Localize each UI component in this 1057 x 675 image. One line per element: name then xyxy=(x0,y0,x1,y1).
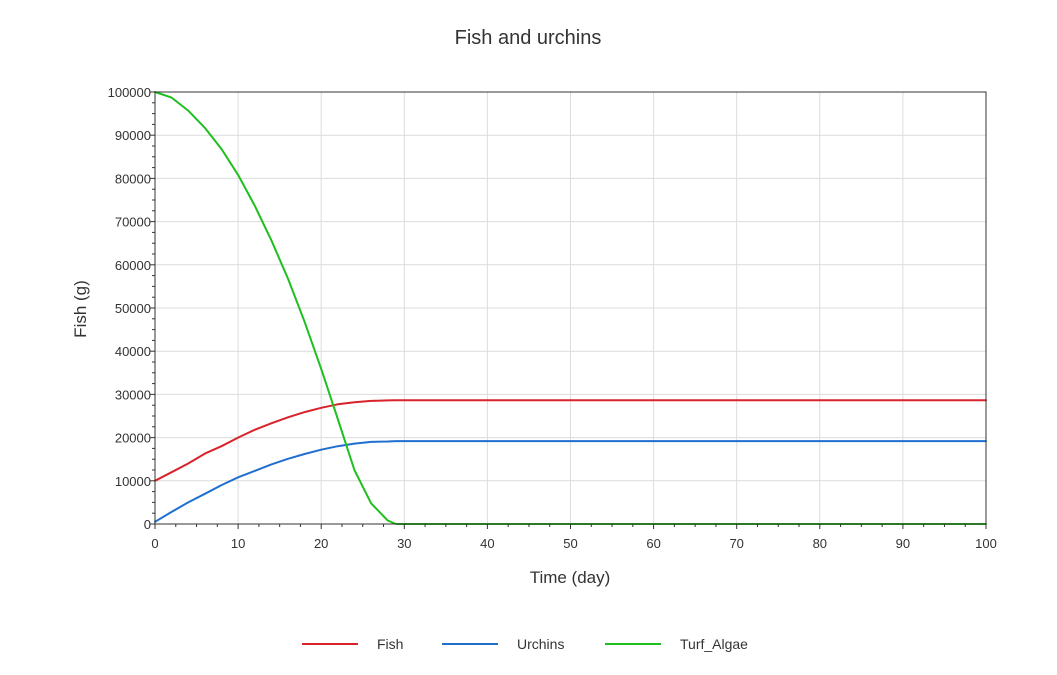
y-tick-label: 80000 xyxy=(115,171,151,186)
legend-label-urchins: Urchins xyxy=(517,636,564,652)
y-tick-label: 70000 xyxy=(115,215,151,230)
x-tick-label: 50 xyxy=(563,536,577,551)
y-tick-label: 10000 xyxy=(115,474,151,489)
y-tick-label: 30000 xyxy=(115,387,151,402)
x-tick-label: 100 xyxy=(975,536,997,551)
legend-label-turf-algae: Turf_Algae xyxy=(680,636,748,652)
grid xyxy=(155,92,986,524)
y-tick-label: 50000 xyxy=(115,301,151,316)
x-tick-label: 0 xyxy=(151,536,158,551)
y-axis: 0 10000 20000 30000 40000 50000 60000 70000 8000… xyxy=(108,85,155,532)
x-axis: 0 10 20 30 40 50 60 70 80 90 100 xyxy=(151,524,997,551)
y-axis-title: Fish (g) xyxy=(71,280,90,338)
y-tick-label: 100000 xyxy=(108,85,151,100)
x-tick-label: 60 xyxy=(646,536,660,551)
y-tick-label: 20000 xyxy=(115,431,151,446)
y-tick-label: 60000 xyxy=(115,258,151,273)
series-line-fish xyxy=(154,399,987,482)
y-tick-label: 0 xyxy=(144,517,151,532)
y-tick-label: 40000 xyxy=(115,344,151,359)
legend-label-fish: Fish xyxy=(377,636,403,652)
x-axis-title: Time (day) xyxy=(530,568,611,587)
x-tick-label: 10 xyxy=(231,536,245,551)
x-tick-label: 80 xyxy=(813,536,827,551)
x-tick-label: 90 xyxy=(896,536,910,551)
x-tick-label: 70 xyxy=(729,536,743,551)
y-tick-label: 90000 xyxy=(115,128,151,143)
chart-title: Fish and urchins xyxy=(455,27,602,49)
x-tick-label: 30 xyxy=(397,536,411,551)
x-tick-label: 40 xyxy=(480,536,494,551)
legend: Fish Urchins Turf_Algae xyxy=(302,636,748,652)
x-tick-label: 20 xyxy=(314,536,328,551)
